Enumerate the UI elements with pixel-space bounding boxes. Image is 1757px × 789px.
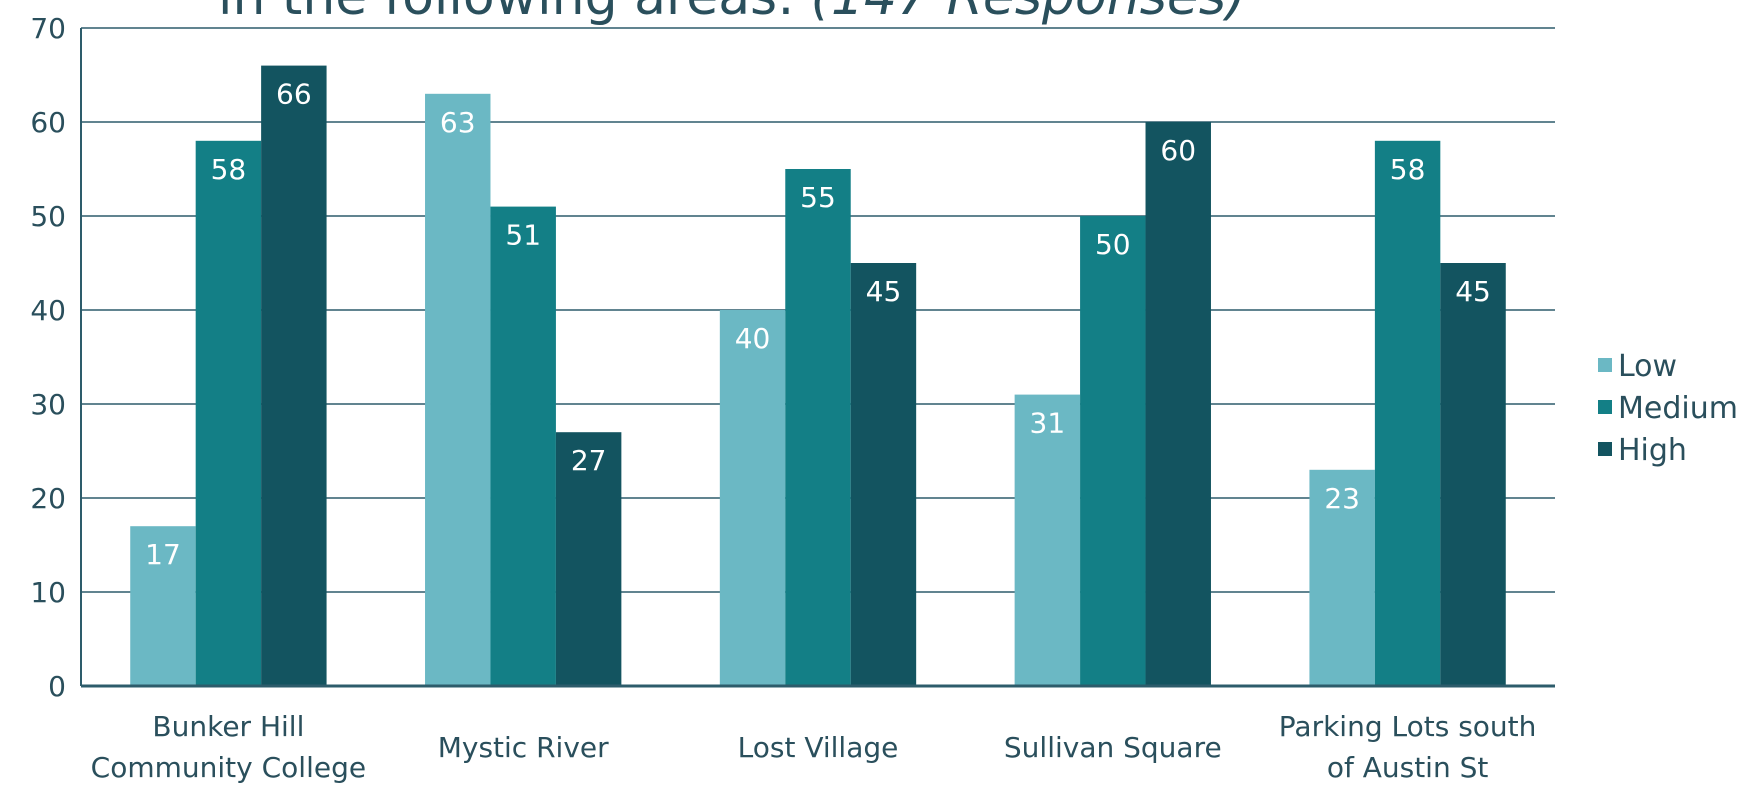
bar <box>1374 140 1441 687</box>
legend-label: Medium <box>1618 391 1738 426</box>
legend-label: Low <box>1618 349 1677 384</box>
y-tick-label: 40 <box>30 294 66 327</box>
bar <box>1014 394 1081 686</box>
bar <box>425 93 491 687</box>
bar <box>261 65 327 687</box>
y-tick-label: 20 <box>30 482 66 515</box>
data-label: 51 <box>505 219 541 252</box>
data-label: 58 <box>211 153 247 186</box>
data-label: 60 <box>1160 134 1196 167</box>
data-label: 58 <box>1390 153 1426 186</box>
data-label: 27 <box>571 444 607 477</box>
x-tick-label: Bunker Hill Community College <box>90 710 367 784</box>
chart-title: in the following areas: <box>218 0 795 27</box>
bar <box>195 140 262 687</box>
bar <box>785 169 851 686</box>
data-label: 66 <box>276 78 312 111</box>
y-tick-label: 60 <box>30 106 66 139</box>
bar <box>130 526 196 686</box>
y-tick-label: 50 <box>30 200 66 233</box>
chart-subtitle: (147 Responses) <box>811 0 1247 27</box>
data-label: 50 <box>1095 228 1131 261</box>
y-tick-label: 70 <box>30 12 66 45</box>
data-label: 63 <box>440 106 476 139</box>
bar <box>555 432 622 686</box>
legend-swatch <box>1598 358 1612 372</box>
data-label: 31 <box>1030 407 1066 440</box>
bar <box>719 310 786 686</box>
x-tick-label: Sullivan Square <box>1003 730 1222 764</box>
data-label: 45 <box>866 275 902 308</box>
bar <box>850 263 917 686</box>
legend-swatch <box>1598 400 1612 414</box>
legend-label: High <box>1618 433 1687 468</box>
data-label: 23 <box>1324 482 1360 515</box>
y-tick-label: 0 <box>48 670 66 703</box>
legend-swatch <box>1598 442 1612 456</box>
data-label: 45 <box>1455 275 1491 308</box>
y-tick-label: 30 <box>30 388 66 421</box>
bar <box>1080 216 1146 686</box>
data-label: 17 <box>145 538 181 571</box>
x-tick-label: Parking Lots south of Austin St <box>1278 710 1537 784</box>
x-tick-label: Mystic River <box>437 730 609 764</box>
bar <box>1145 122 1211 686</box>
bar <box>1309 469 1375 686</box>
bar <box>1440 263 1506 686</box>
data-label: 55 <box>800 181 836 214</box>
y-tick-label: 10 <box>30 576 66 609</box>
x-tick-label: Lost Village <box>737 730 899 764</box>
bar <box>490 206 556 686</box>
data-label: 40 <box>735 322 771 355</box>
